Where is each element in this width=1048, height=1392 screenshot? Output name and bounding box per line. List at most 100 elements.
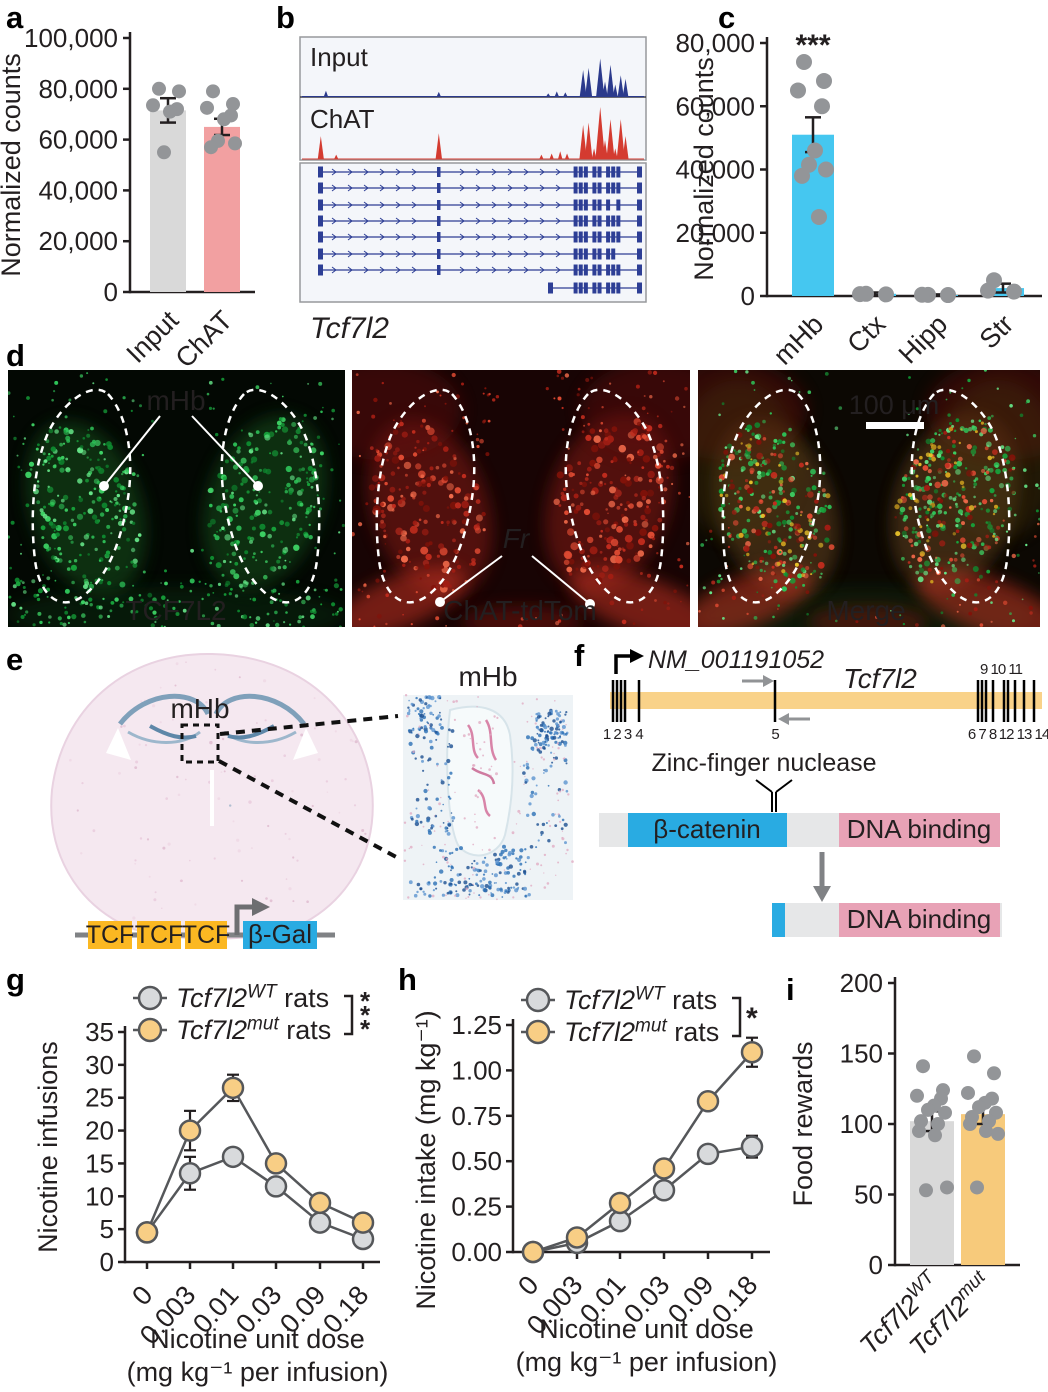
cell-speckle — [721, 588, 725, 592]
cell-speckle — [71, 614, 77, 620]
xgal-speckle — [543, 772, 545, 774]
cell-speckle — [79, 374, 84, 378]
inset-pink-speckle — [472, 866, 476, 870]
xgal-speckle — [558, 815, 561, 818]
tissue-glow — [462, 606, 582, 627]
exon-block — [318, 166, 323, 178]
xgal-speckle — [422, 890, 425, 893]
cell-speckle — [934, 432, 938, 436]
cell-speckle — [754, 422, 761, 428]
y-tick-label: 200 — [840, 968, 883, 998]
inset-pink-speckle — [478, 790, 482, 793]
xgal-speckle — [415, 814, 420, 819]
intron-arrow — [331, 168, 337, 176]
panel-letter-c: c — [718, 0, 736, 35]
cell-speckle — [103, 409, 108, 414]
cell-speckle — [980, 542, 985, 546]
cell-speckle — [601, 406, 604, 409]
data-point — [790, 82, 806, 99]
cell-speckle — [64, 606, 67, 609]
xgal-speckle — [531, 811, 536, 817]
cell-speckle — [651, 524, 659, 532]
inset-pink-speckle — [433, 830, 436, 832]
cell-speckle — [705, 539, 708, 542]
xgal-speckle — [433, 881, 438, 886]
cell-speckle — [446, 506, 450, 509]
cell-speckle — [955, 529, 960, 533]
xgal-speckle — [537, 728, 540, 731]
cell-speckle — [903, 526, 909, 531]
cell-speckle — [939, 523, 943, 528]
cell-speckle — [198, 580, 201, 583]
cell-speckle — [759, 568, 763, 572]
cell-speckle — [127, 506, 131, 510]
xgal-speckle — [418, 728, 421, 732]
cell-speckle — [662, 380, 665, 383]
xgal-speckle — [512, 886, 516, 889]
cell-speckle — [90, 426, 94, 431]
cell-speckle — [718, 413, 721, 417]
legend-marker — [137, 1017, 163, 1043]
cell-speckle — [979, 550, 985, 556]
cell-speckle — [285, 611, 288, 614]
tissue-speckle — [165, 797, 168, 800]
intron-arrow — [363, 184, 369, 192]
intron-arrow — [539, 233, 545, 241]
cell-speckle — [781, 519, 787, 525]
tissue-speckle — [120, 725, 123, 728]
data-point — [204, 140, 218, 155]
tissue-speckle — [334, 730, 337, 733]
cell-speckle — [724, 446, 728, 449]
cell-speckle — [951, 424, 955, 428]
cell-speckle — [589, 546, 598, 555]
cell-speckle — [610, 538, 619, 547]
domain-dna-binding — [839, 813, 1000, 847]
xgal-speckle — [482, 877, 486, 881]
cell-speckle — [223, 529, 226, 532]
cell-speckle — [744, 533, 749, 539]
xgal-speckle — [466, 865, 470, 870]
cell-speckle — [576, 393, 580, 397]
cell-speckle — [53, 529, 56, 532]
tissue-speckle — [253, 775, 257, 778]
cell-speckle — [644, 518, 648, 522]
exon-block — [637, 282, 642, 294]
cell-speckle — [618, 444, 627, 453]
cell-speckle — [968, 611, 973, 616]
cell-speckle — [770, 586, 773, 589]
xgal-speckle — [413, 893, 418, 898]
cell-speckle — [643, 395, 646, 397]
cell-speckle — [795, 451, 800, 456]
cell-speckle — [580, 415, 585, 420]
cell-speckle — [944, 571, 947, 575]
inset-pink-speckle — [553, 758, 556, 761]
cell-speckle — [37, 611, 42, 616]
data-point-mut — [521, 1240, 545, 1264]
cell-speckle — [216, 505, 222, 512]
tcf-site-box — [88, 921, 132, 949]
cell-speckle — [398, 488, 401, 491]
cell-speckle — [224, 459, 229, 464]
cell-speckle — [756, 591, 759, 594]
cell-speckle — [272, 588, 277, 593]
cell-speckle — [54, 429, 59, 434]
cell-speckle — [776, 515, 779, 518]
cell-speckle — [103, 458, 106, 461]
cell-speckle — [405, 546, 411, 552]
exon-block — [573, 231, 578, 243]
cell-speckle — [834, 426, 839, 430]
exon-block — [573, 215, 578, 227]
inset-pink-speckle — [503, 869, 506, 871]
cell-speckle — [316, 435, 321, 439]
intron-arrow — [379, 217, 385, 225]
cell-speckle — [778, 490, 784, 496]
cell-speckle — [894, 504, 900, 510]
cell-speckle — [937, 503, 943, 510]
cell-speckle — [790, 379, 793, 382]
cell-speckle — [908, 506, 913, 511]
cell-speckle — [37, 443, 40, 447]
cell-speckle — [949, 422, 952, 425]
cell-speckle — [303, 442, 308, 447]
y-tick-label: 60,000 — [38, 125, 118, 155]
cell-speckle — [984, 446, 989, 451]
